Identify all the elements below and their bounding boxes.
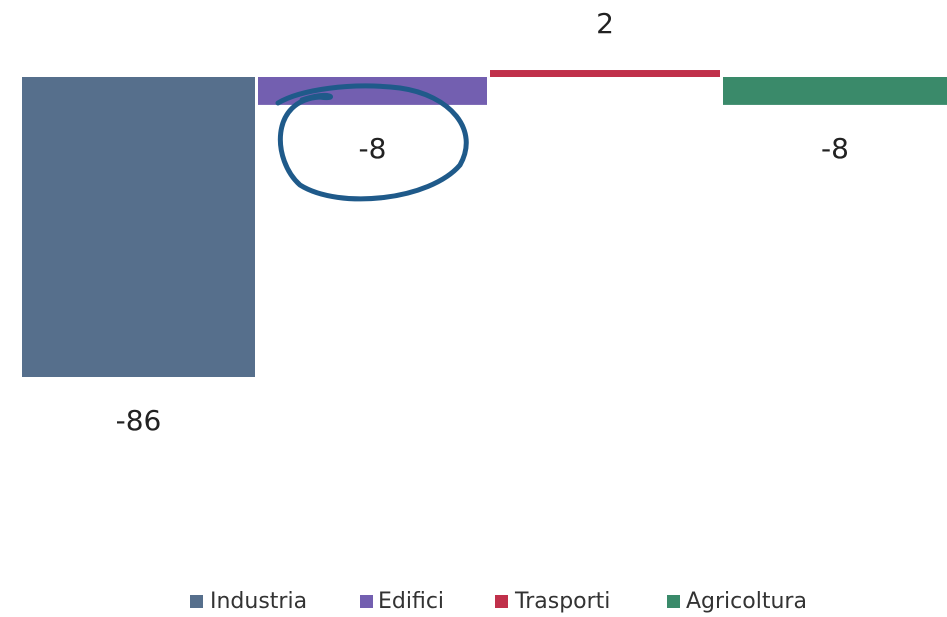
legend-swatch [190, 595, 203, 608]
bar [723, 77, 947, 105]
legend-swatch [495, 595, 508, 608]
bar [22, 77, 255, 377]
bar [258, 77, 487, 105]
value-label: 2 [596, 7, 614, 40]
legend-swatch [667, 595, 680, 608]
legend-swatch [360, 595, 373, 608]
value-label: -86 [116, 404, 162, 437]
value-label: -8 [821, 132, 849, 165]
legend-label: Edifici [378, 589, 444, 614]
value-label: -8 [359, 132, 387, 165]
legend-label: Trasporti [514, 589, 610, 614]
bar [490, 70, 720, 77]
legend-label: Industria [210, 589, 307, 614]
legend-label: Agricoltura [686, 589, 807, 614]
annotation-circle [275, 83, 469, 202]
